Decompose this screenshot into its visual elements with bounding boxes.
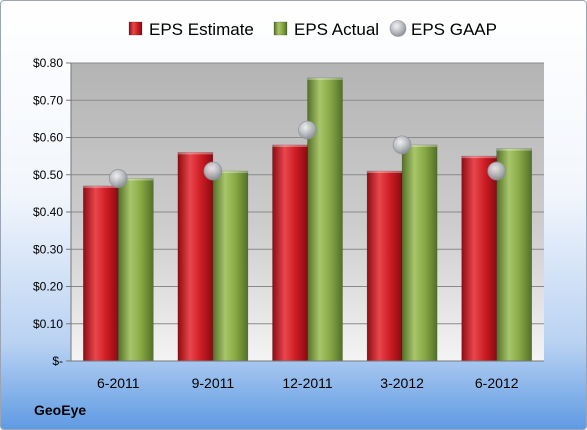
company-label: GeoEye bbox=[34, 402, 87, 418]
bar-highlight bbox=[272, 144, 308, 147]
bar-eps-actual bbox=[496, 148, 533, 362]
y-tick-label: $0.20 bbox=[33, 280, 63, 294]
bar-highlight bbox=[177, 152, 213, 155]
gaap-markers bbox=[108, 120, 507, 188]
legend-label-eps-actual: EPS Actual bbox=[294, 20, 379, 39]
bars bbox=[83, 77, 533, 362]
bar-eps-estimate bbox=[272, 144, 308, 362]
legend: EPS Estimate EPS Actual EPS GAAP bbox=[128, 20, 497, 39]
legend-swatch-eps-gaap bbox=[389, 20, 407, 37]
x-category-label: 6-2012 bbox=[475, 375, 519, 391]
legend-swatch-eps-actual bbox=[273, 21, 288, 36]
y-tick-label: $0.60 bbox=[33, 131, 63, 145]
marker-eps-gaap bbox=[392, 135, 412, 155]
y-tick-label: $0.80 bbox=[33, 56, 63, 70]
axes: $- $0.10 $0.20 $0.30 $0.40 $0.50 $0.60 $0.70 $0.… bbox=[33, 56, 544, 391]
marker-eps-gaap bbox=[203, 161, 223, 181]
y-tick-label: $0.50 bbox=[33, 168, 63, 182]
bar-highlight bbox=[118, 178, 154, 181]
bar-highlight bbox=[212, 171, 248, 174]
y-tick-label: $0.10 bbox=[33, 317, 63, 331]
bar-eps-estimate bbox=[83, 185, 119, 362]
marker-eps-gaap bbox=[108, 169, 128, 188]
bar-eps-actual bbox=[401, 144, 438, 362]
legend-label-eps-estimate: EPS Estimate bbox=[149, 20, 254, 39]
x-category-label: 6-2011 bbox=[97, 375, 140, 391]
marker-eps-gaap bbox=[298, 120, 317, 140]
bar-highlight bbox=[496, 148, 532, 151]
bar-highlight bbox=[367, 171, 403, 174]
bar-eps-estimate bbox=[177, 152, 214, 362]
bar-eps-actual bbox=[118, 178, 154, 362]
y-tick-label: $0.40 bbox=[33, 205, 63, 219]
bar-highlight bbox=[307, 77, 343, 80]
bar-eps-actual bbox=[307, 77, 343, 362]
bar-eps-estimate bbox=[461, 155, 498, 362]
x-category-label: 9-2011 bbox=[192, 375, 235, 391]
x-category-label: 12-2011 bbox=[282, 375, 333, 391]
y-tick-label: $0.30 bbox=[33, 242, 63, 256]
bar-highlight bbox=[461, 156, 497, 159]
marker-eps-gaap bbox=[487, 161, 507, 181]
y-tick-label: $- bbox=[52, 354, 63, 368]
legend-swatch-eps-estimate bbox=[128, 21, 143, 36]
bar-eps-estimate bbox=[366, 170, 403, 362]
bar-highlight bbox=[402, 144, 438, 147]
bar-highlight bbox=[83, 185, 119, 188]
y-tick-label: $0.70 bbox=[33, 93, 63, 107]
bar-eps-actual bbox=[212, 170, 249, 362]
legend-label-eps-gaap: EPS GAAP bbox=[411, 20, 497, 39]
x-category-label: 3-2012 bbox=[380, 375, 424, 391]
